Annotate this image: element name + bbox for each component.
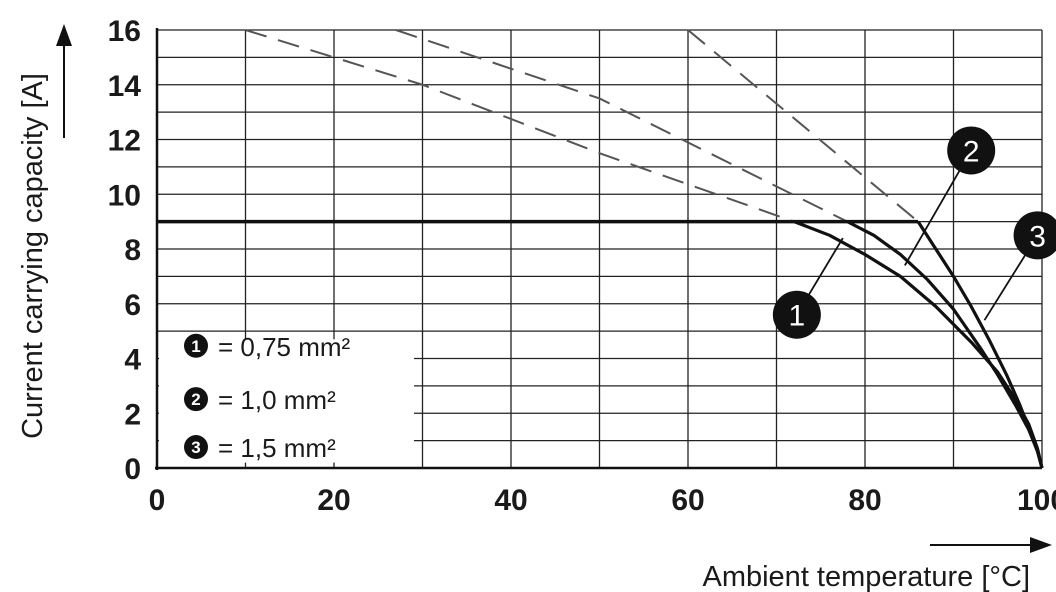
legend-item: 2 = 1,0 mm² [184,385,336,415]
x-tick-label: 60 [671,484,704,517]
y-tick-label: 8 [124,234,141,267]
x-tick-label: 40 [494,484,527,517]
x-tick-labels: 0 20 40 60 80 100 [149,484,1056,517]
axes [155,28,1042,470]
legend-label: = 1,5 mm² [218,433,336,463]
legend-badge-icon [184,387,208,412]
series-extrapolated-line [245,29,795,223]
legend-badge-number: 2 [191,390,200,409]
legend: 1 = 0,75 mm² 2 = 1,0 mm² 3 = 1,5 mm² [184,332,351,463]
callout-badge-icon [772,290,821,339]
y-tick-label: 16 [108,15,141,48]
y-tick-label: 4 [124,344,141,377]
legend-badge-number: 3 [191,438,200,457]
y-tick-label: 14 [108,70,142,103]
callout-number: 2 [963,135,980,168]
y-tick-label: 2 [124,398,141,431]
legend-badge-number: 1 [191,337,200,356]
y-tick-labels: 0 2 4 6 8 10 12 14 16 [108,15,142,486]
legend-badge-icon [184,435,208,460]
series-extrapolated-line [687,29,919,223]
legend-label: = 0,75 mm² [218,332,351,362]
series-extrapolated-line [395,29,848,223]
callout-number: 3 [1029,220,1046,253]
legend-badge-icon [184,333,208,358]
callout-badge-icon [947,126,996,175]
callouts: 1 2 3 [772,126,1056,339]
callout-1: 1 [772,290,821,339]
legend-item: 3 = 1,5 mm² [184,433,336,463]
callout-number: 1 [789,300,806,333]
callout-badge-icon [1013,211,1056,260]
callout-2: 2 [947,126,996,175]
x-tick-label: 80 [848,484,881,517]
y-axis-arrow-icon [56,24,72,138]
x-axis-arrow-icon [930,537,1052,553]
x-axis-title: Ambient temperature [°C] [702,561,1030,592]
extrapolated-curves [245,29,919,223]
series-line [846,220,1044,469]
x-tick-label: 20 [317,484,350,517]
series-line [916,220,1044,469]
y-tick-label: 12 [108,125,141,158]
legend-item: 1 = 0,75 mm² [184,332,351,362]
callout-3: 3 [1013,211,1056,260]
y-tick-label: 10 [108,179,141,212]
x-tick-label: 100 [1017,484,1056,517]
y-tick-label: 0 [124,453,141,486]
curves [157,219,1044,469]
x-tick-label: 0 [149,484,166,517]
y-tick-label: 6 [124,289,141,322]
legend-label: = 1,0 mm² [218,385,336,415]
y-axis-title: Current carrying capacity [A] [17,73,49,439]
